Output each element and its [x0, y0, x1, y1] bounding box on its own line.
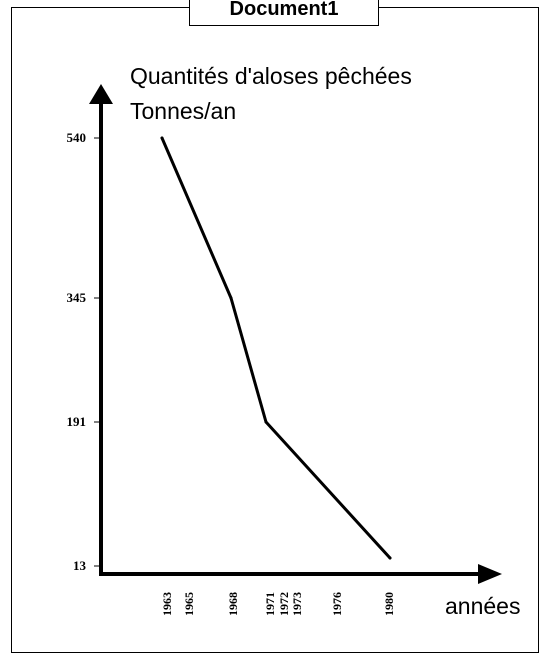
- x-tick-label: 1980: [382, 592, 396, 616]
- y-tick-label: 345: [67, 290, 87, 305]
- x-tick-label: 1973: [290, 592, 304, 616]
- data-point: [160, 136, 164, 140]
- y-axis: [89, 84, 113, 574]
- data-point: [264, 420, 268, 424]
- axes: [89, 84, 502, 584]
- x-tick-label: 1965: [182, 592, 196, 616]
- x-tick-label: 1972: [277, 592, 291, 616]
- y-axis-label: Quantités d'aloses pêchées Tonnes/an: [130, 63, 412, 124]
- x-ticks: 1963 1965 1968 1971 1972 1973 1976 1980: [160, 592, 396, 616]
- x-tick-label: 1971: [263, 592, 277, 616]
- y-axis-arrowhead: [89, 84, 113, 104]
- y-tick-label: 191: [67, 414, 87, 429]
- x-tick-label: 1968: [226, 592, 240, 616]
- y-ticks: 13 191 345 540: [67, 130, 103, 573]
- y-tick-label: 13: [73, 558, 87, 573]
- y-axis-label-line1: Quantités d'aloses pêchées: [130, 63, 412, 89]
- data-point: [229, 296, 233, 300]
- series-line: [160, 136, 392, 560]
- x-tick-label: 1976: [330, 592, 344, 616]
- document-title: Document1: [189, 0, 379, 26]
- y-tick-label: 540: [67, 130, 87, 145]
- document-frame: Document1: [11, 0, 539, 653]
- series-group: [160, 136, 392, 560]
- x-axis-label: années: [445, 593, 520, 619]
- data-point: [388, 556, 392, 560]
- x-tick-label: 1963: [160, 592, 174, 616]
- x-axis-arrowhead: [478, 564, 502, 584]
- y-axis-label-line2: Tonnes/an: [130, 98, 236, 124]
